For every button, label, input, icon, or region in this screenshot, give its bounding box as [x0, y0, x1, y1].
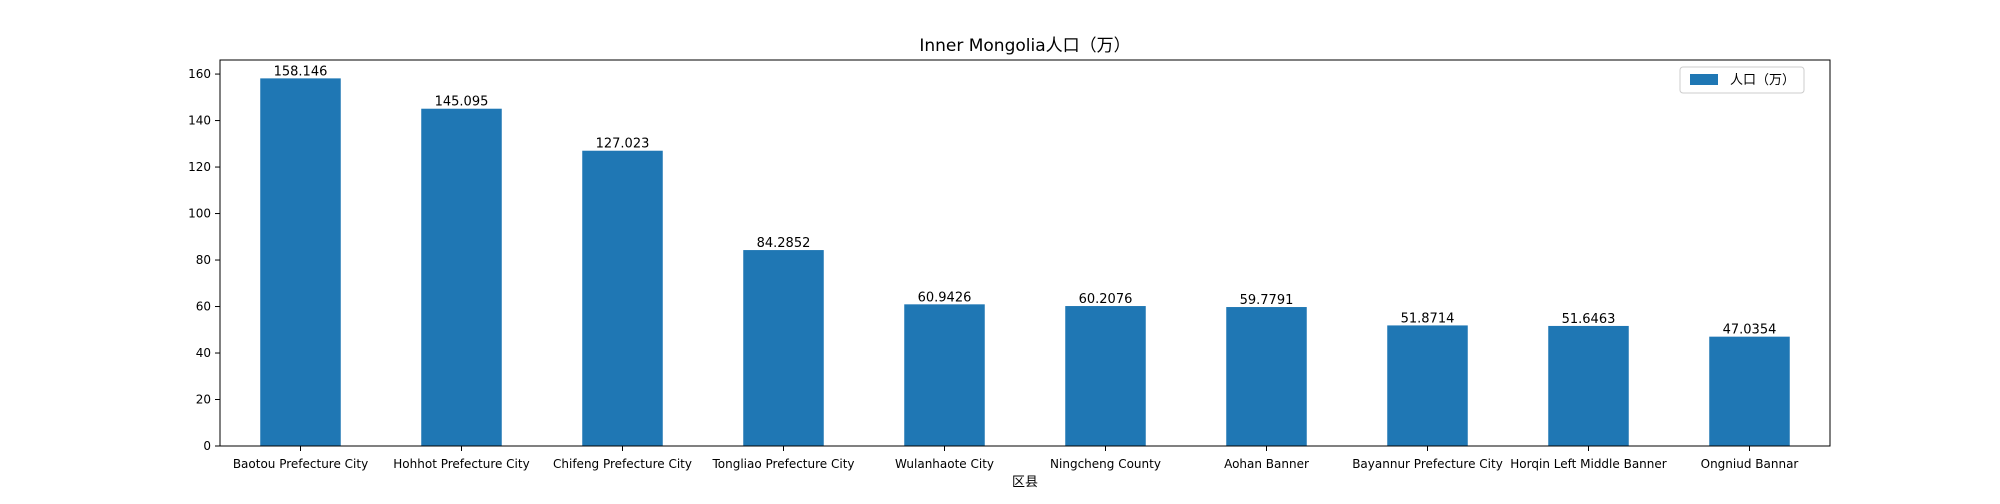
- bar: [1065, 306, 1146, 446]
- x-axis-label: 区县: [1012, 475, 1038, 490]
- legend-swatch: [1690, 74, 1718, 85]
- x-tick-label: Horqin Left Middle Banner: [1510, 457, 1666, 471]
- x-tick-label: Bayannur Prefecture City: [1352, 457, 1503, 471]
- data-label: 59.7791: [1240, 293, 1294, 308]
- data-label: 60.2076: [1079, 292, 1133, 307]
- y-tick-label: 40: [196, 346, 211, 360]
- data-label: 60.9426: [918, 290, 972, 305]
- legend: 人口（万）: [1679, 66, 1805, 94]
- y-tick-label: 100: [188, 207, 211, 221]
- x-tick-label: Wulanhaote City: [895, 457, 994, 471]
- x-tick-label: Baotou Prefecture City: [233, 457, 368, 471]
- data-label: 84.2852: [757, 236, 811, 251]
- y-tick-label: 140: [188, 114, 211, 128]
- bar: [1548, 325, 1629, 446]
- x-tick-label: Aohan Banner: [1224, 457, 1309, 471]
- y-axis: 0 20 40 60 80 100 120 140 160: [188, 67, 220, 453]
- data-label: 127.023: [596, 137, 650, 152]
- legend-frame: [1679, 66, 1805, 94]
- chart-title: Inner Mongolia人口（万）: [919, 36, 1130, 56]
- x-tick-label: Tongliao Prefecture City: [711, 457, 854, 471]
- data-label: 47.0354: [1723, 323, 1777, 338]
- value-labels-layer: 158.146 145.095 127.023 84.2852 60.9426 60.20…: [274, 64, 1777, 337]
- data-label: 51.8714: [1401, 311, 1455, 326]
- y-tick-label: 80: [196, 253, 211, 267]
- x-tick-label: Hohhot Prefecture City: [393, 457, 529, 471]
- x-tick-label: Ongniud Bannar: [1701, 457, 1799, 471]
- y-tick-label: 0: [203, 439, 211, 453]
- bar: [260, 78, 341, 446]
- legend-label: 人口（万）: [1730, 73, 1795, 88]
- x-tick-label: Chifeng Prefecture City: [553, 457, 692, 471]
- bar: [1709, 336, 1790, 446]
- bar: [743, 250, 824, 446]
- data-label: 158.146: [274, 64, 328, 79]
- y-tick-label: 60: [196, 300, 211, 314]
- y-tick-label: 160: [188, 67, 211, 81]
- x-axis: Baotou Prefecture City Hohhot Prefecture …: [233, 446, 1799, 471]
- data-label: 145.095: [435, 95, 489, 110]
- y-tick-label: 120: [188, 160, 211, 174]
- y-tick-label: 20: [196, 393, 211, 407]
- bars-layer: [260, 78, 1790, 447]
- plot-frame: [219, 59, 1831, 447]
- bar: [1226, 307, 1307, 446]
- data-label: 51.6463: [1562, 312, 1616, 327]
- bar: [1387, 325, 1468, 446]
- x-tick-label: Ningcheng County: [1050, 457, 1161, 471]
- bar: [904, 304, 985, 446]
- bar: [582, 150, 663, 446]
- bar: [421, 108, 502, 447]
